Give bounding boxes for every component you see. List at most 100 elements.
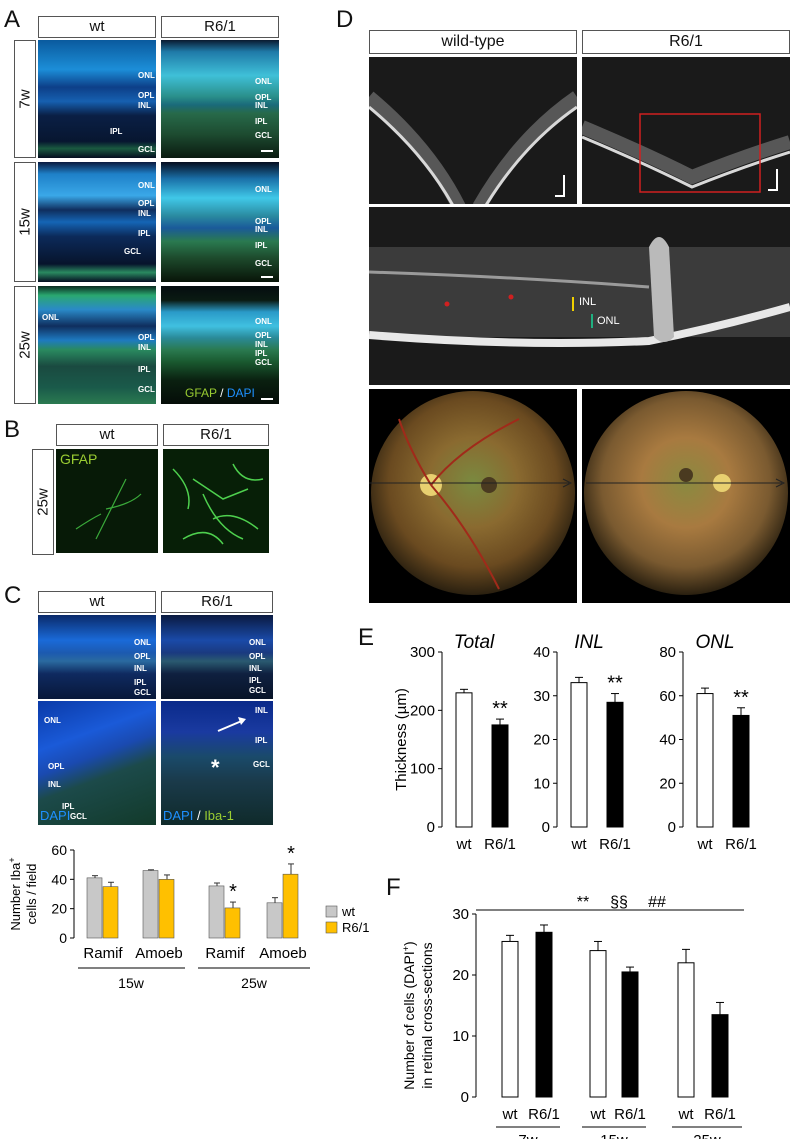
y-tick-label: 20 bbox=[51, 901, 67, 917]
y-tick-label: 10 bbox=[452, 1028, 469, 1045]
bar bbox=[570, 682, 588, 828]
y-tick-label: 0 bbox=[427, 819, 435, 836]
legend-swatch bbox=[325, 921, 338, 934]
bar bbox=[535, 931, 553, 1098]
panel-a-row-25w: 25w bbox=[14, 286, 36, 404]
fundus-wt bbox=[369, 389, 577, 603]
group-label: 15w bbox=[118, 975, 145, 991]
y-tick-label: 80 bbox=[659, 644, 676, 661]
panel-label-f: F bbox=[386, 874, 401, 901]
y-axis-label: Number Iba+ bbox=[7, 857, 23, 930]
y-axis-label: Number of cells (DAPI+) bbox=[401, 941, 417, 1089]
y-tick-label: 40 bbox=[659, 732, 676, 749]
significance-marker: * bbox=[229, 881, 237, 903]
bar bbox=[589, 950, 607, 1098]
y-tick-label: 200 bbox=[410, 702, 435, 719]
bar bbox=[86, 877, 103, 939]
oct-scan-r61 bbox=[582, 57, 790, 204]
panel-b-header-r61: R6/1 bbox=[163, 424, 269, 446]
y-tick-label: 40 bbox=[51, 871, 67, 887]
y-tick-label: 60 bbox=[659, 688, 676, 705]
micrograph-a-wt-15w: ONL OPL INL IPL GCL bbox=[38, 162, 156, 282]
panel-a-stain-legend: GFAP / DAPI bbox=[185, 386, 255, 400]
micrograph-c-wt-high: ONL OPL INL IPL GCL bbox=[38, 701, 156, 825]
y-tick-label: 0 bbox=[668, 819, 676, 836]
subplot-title: INL bbox=[574, 634, 604, 653]
y-tick-label: 30 bbox=[533, 688, 550, 705]
panel-label-b: B bbox=[4, 416, 21, 443]
micrograph-b-r61 bbox=[163, 449, 269, 553]
panel-label-c: C bbox=[4, 582, 22, 609]
significance-marker: ## bbox=[648, 894, 666, 911]
x-category-label: wt bbox=[571, 836, 588, 853]
micrograph-a-wt-7w: ONL OPL INL IPL GCL bbox=[38, 40, 156, 158]
x-category-label: Ramif bbox=[205, 945, 245, 962]
y-tick-label: 0 bbox=[59, 930, 67, 946]
y-tick-label: 10 bbox=[533, 775, 550, 792]
panel-label-e: E bbox=[358, 624, 375, 651]
panel-c-stain-legend: DAPI bbox=[40, 808, 71, 823]
x-category-label: Amoeb bbox=[259, 945, 307, 962]
micrograph-c-wt-low bbox=[38, 615, 156, 699]
oct-scan-wt bbox=[369, 57, 577, 204]
significance-marker: ** bbox=[733, 687, 749, 709]
panel-c-header-r61: R6/1 bbox=[161, 591, 273, 613]
x-category-label: wt bbox=[590, 1106, 607, 1123]
y-tick-label: 0 bbox=[461, 1089, 469, 1106]
micrograph-c-r61-high: INL IPL GCL * bbox=[161, 701, 273, 825]
bar bbox=[696, 693, 714, 828]
x-category-label: wt bbox=[697, 836, 714, 853]
subplot-title: ONL bbox=[695, 634, 734, 653]
x-category-label: R6/1 bbox=[704, 1106, 736, 1123]
bar bbox=[282, 873, 299, 939]
group-label: 25w bbox=[241, 975, 268, 991]
bar bbox=[158, 879, 175, 939]
y-axis-label: Thickness (µm) bbox=[393, 688, 410, 791]
bar bbox=[501, 940, 519, 1098]
fundus-r61 bbox=[582, 389, 790, 603]
bar bbox=[606, 701, 624, 828]
zoom-region-box bbox=[639, 113, 761, 193]
y-tick-label: 100 bbox=[410, 761, 435, 778]
x-category-label: R6/1 bbox=[528, 1106, 560, 1123]
panel-c-wt-low-labels: ONL OPL INL IPL GCL bbox=[134, 638, 151, 697]
significance-marker: * bbox=[287, 843, 295, 865]
panel-c-stain-legend-r61: DAPI / Iba-1 bbox=[163, 808, 234, 823]
panel-b-stain-label: GFAP bbox=[60, 451, 98, 467]
micrograph-a-wt-25w: ONL OPL INL IPL GCL bbox=[38, 286, 156, 404]
bar bbox=[711, 1014, 729, 1098]
oct-zoom-r61: INL ONL bbox=[369, 207, 790, 385]
panel-d-header-wt: wild-type bbox=[369, 30, 577, 54]
significance-marker: ** bbox=[607, 673, 623, 695]
legend-label: wt bbox=[341, 904, 355, 919]
y-axis-label-line2: cells / field bbox=[24, 864, 39, 925]
panel-label-d: D bbox=[336, 6, 354, 33]
x-category-label: R6/1 bbox=[725, 836, 757, 853]
micrograph-b-wt: GFAP bbox=[56, 449, 158, 553]
scale-bar bbox=[261, 398, 273, 400]
x-category-label: wt bbox=[456, 836, 473, 853]
panel-b-row-25w: 25w bbox=[32, 449, 54, 555]
group-label: 25w bbox=[693, 1132, 721, 1139]
y-tick-label: 30 bbox=[452, 906, 469, 923]
panel-b-header-wt: wt bbox=[56, 424, 158, 446]
scale-bar bbox=[261, 276, 273, 278]
chart-f-cell-count: 0 10 20 30 Number of cells (DAPI+) in retinal… bbox=[401, 894, 744, 1139]
legend-label: R6/1 bbox=[342, 920, 369, 935]
y-tick-label: 0 bbox=[542, 819, 550, 836]
micrograph-a-r61-25w: ONL OPL INL IPL GCL bbox=[161, 286, 279, 404]
y-tick-label: 20 bbox=[659, 775, 676, 792]
bar bbox=[621, 971, 639, 1098]
group-label: 15w bbox=[600, 1132, 628, 1139]
y-tick-label: 300 bbox=[410, 644, 435, 661]
bar bbox=[224, 907, 241, 939]
panel-d-header-r61: R6/1 bbox=[582, 30, 790, 54]
x-category-label: R6/1 bbox=[614, 1106, 646, 1123]
y-tick-label: 40 bbox=[533, 644, 550, 661]
bar bbox=[677, 962, 695, 1098]
x-category-label: wt bbox=[678, 1106, 695, 1123]
bar bbox=[266, 902, 283, 939]
x-category-label: wt bbox=[502, 1106, 519, 1123]
significance-marker: ** bbox=[577, 894, 589, 911]
